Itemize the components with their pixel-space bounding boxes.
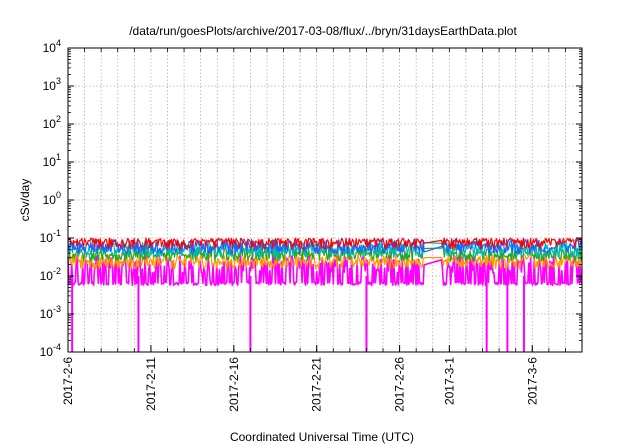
y-tick-base: 10: [43, 41, 57, 55]
y-tick-base: 10: [43, 193, 57, 207]
x-tick-label: 2017-2-16: [227, 357, 241, 412]
y-tick-exponent: 0: [56, 190, 61, 200]
x-tick-label: 2017-2-6: [61, 357, 75, 405]
y-tick-label: 10-3: [40, 304, 61, 321]
series-line: [67, 253, 583, 270]
y-tick-exponent: 4: [56, 38, 61, 48]
y-tick-base: 10: [43, 155, 57, 169]
y-tick-label: 104: [43, 38, 61, 55]
y-tick-exponent: -1: [53, 228, 61, 238]
x-axis: 2017-2-6 2017-2-11 2017-2-16 2017-2-21 2017-…: [61, 48, 583, 412]
x-tick-label: 2017-3-1: [442, 357, 456, 405]
x-tick-label: 2017-2-26: [393, 357, 407, 412]
x-tick-label: 2017-2-11: [144, 357, 158, 411]
series-line: [67, 237, 583, 250]
x-tick-label: 2017-3-6: [525, 357, 539, 405]
y-tick-exponent: 1: [56, 152, 61, 162]
y-tick-exponent: -2: [53, 266, 61, 276]
x-tick-label: 2017-2-21: [310, 357, 324, 412]
y-tick-base: 10: [40, 269, 54, 283]
grid: [68, 47, 582, 353]
y-tick-exponent: -3: [53, 304, 61, 314]
y-tick-exponent: -4: [53, 342, 61, 352]
series-layer: [67, 237, 583, 352]
y-tick-label: 10-4: [40, 342, 61, 359]
y-tick-base: 10: [43, 79, 57, 93]
y-axis-label: cSv/day: [18, 179, 32, 222]
y-tick-label: 102: [43, 114, 61, 131]
y-tick-exponent: 2: [56, 114, 61, 124]
y-tick-base: 10: [40, 307, 54, 321]
y-tick-label: 103: [43, 76, 61, 93]
y-tick-label: 101: [43, 152, 61, 169]
y-tick-base: 10: [40, 345, 54, 359]
y-tick-base: 10: [40, 231, 54, 245]
y-tick-base: 10: [43, 117, 57, 131]
y-tick-label: 100: [43, 190, 61, 207]
y-tick-exponent: 3: [56, 76, 61, 86]
series-line: [67, 255, 583, 287]
y-tick-label: 10-1: [40, 228, 61, 245]
chart-title: /data/run/goesPlots/archive/2017-03-08/f…: [129, 24, 517, 38]
x-axis-label: Coordinated Universal Time (UTC): [230, 430, 414, 444]
y-tick-label: 10-2: [40, 266, 61, 283]
